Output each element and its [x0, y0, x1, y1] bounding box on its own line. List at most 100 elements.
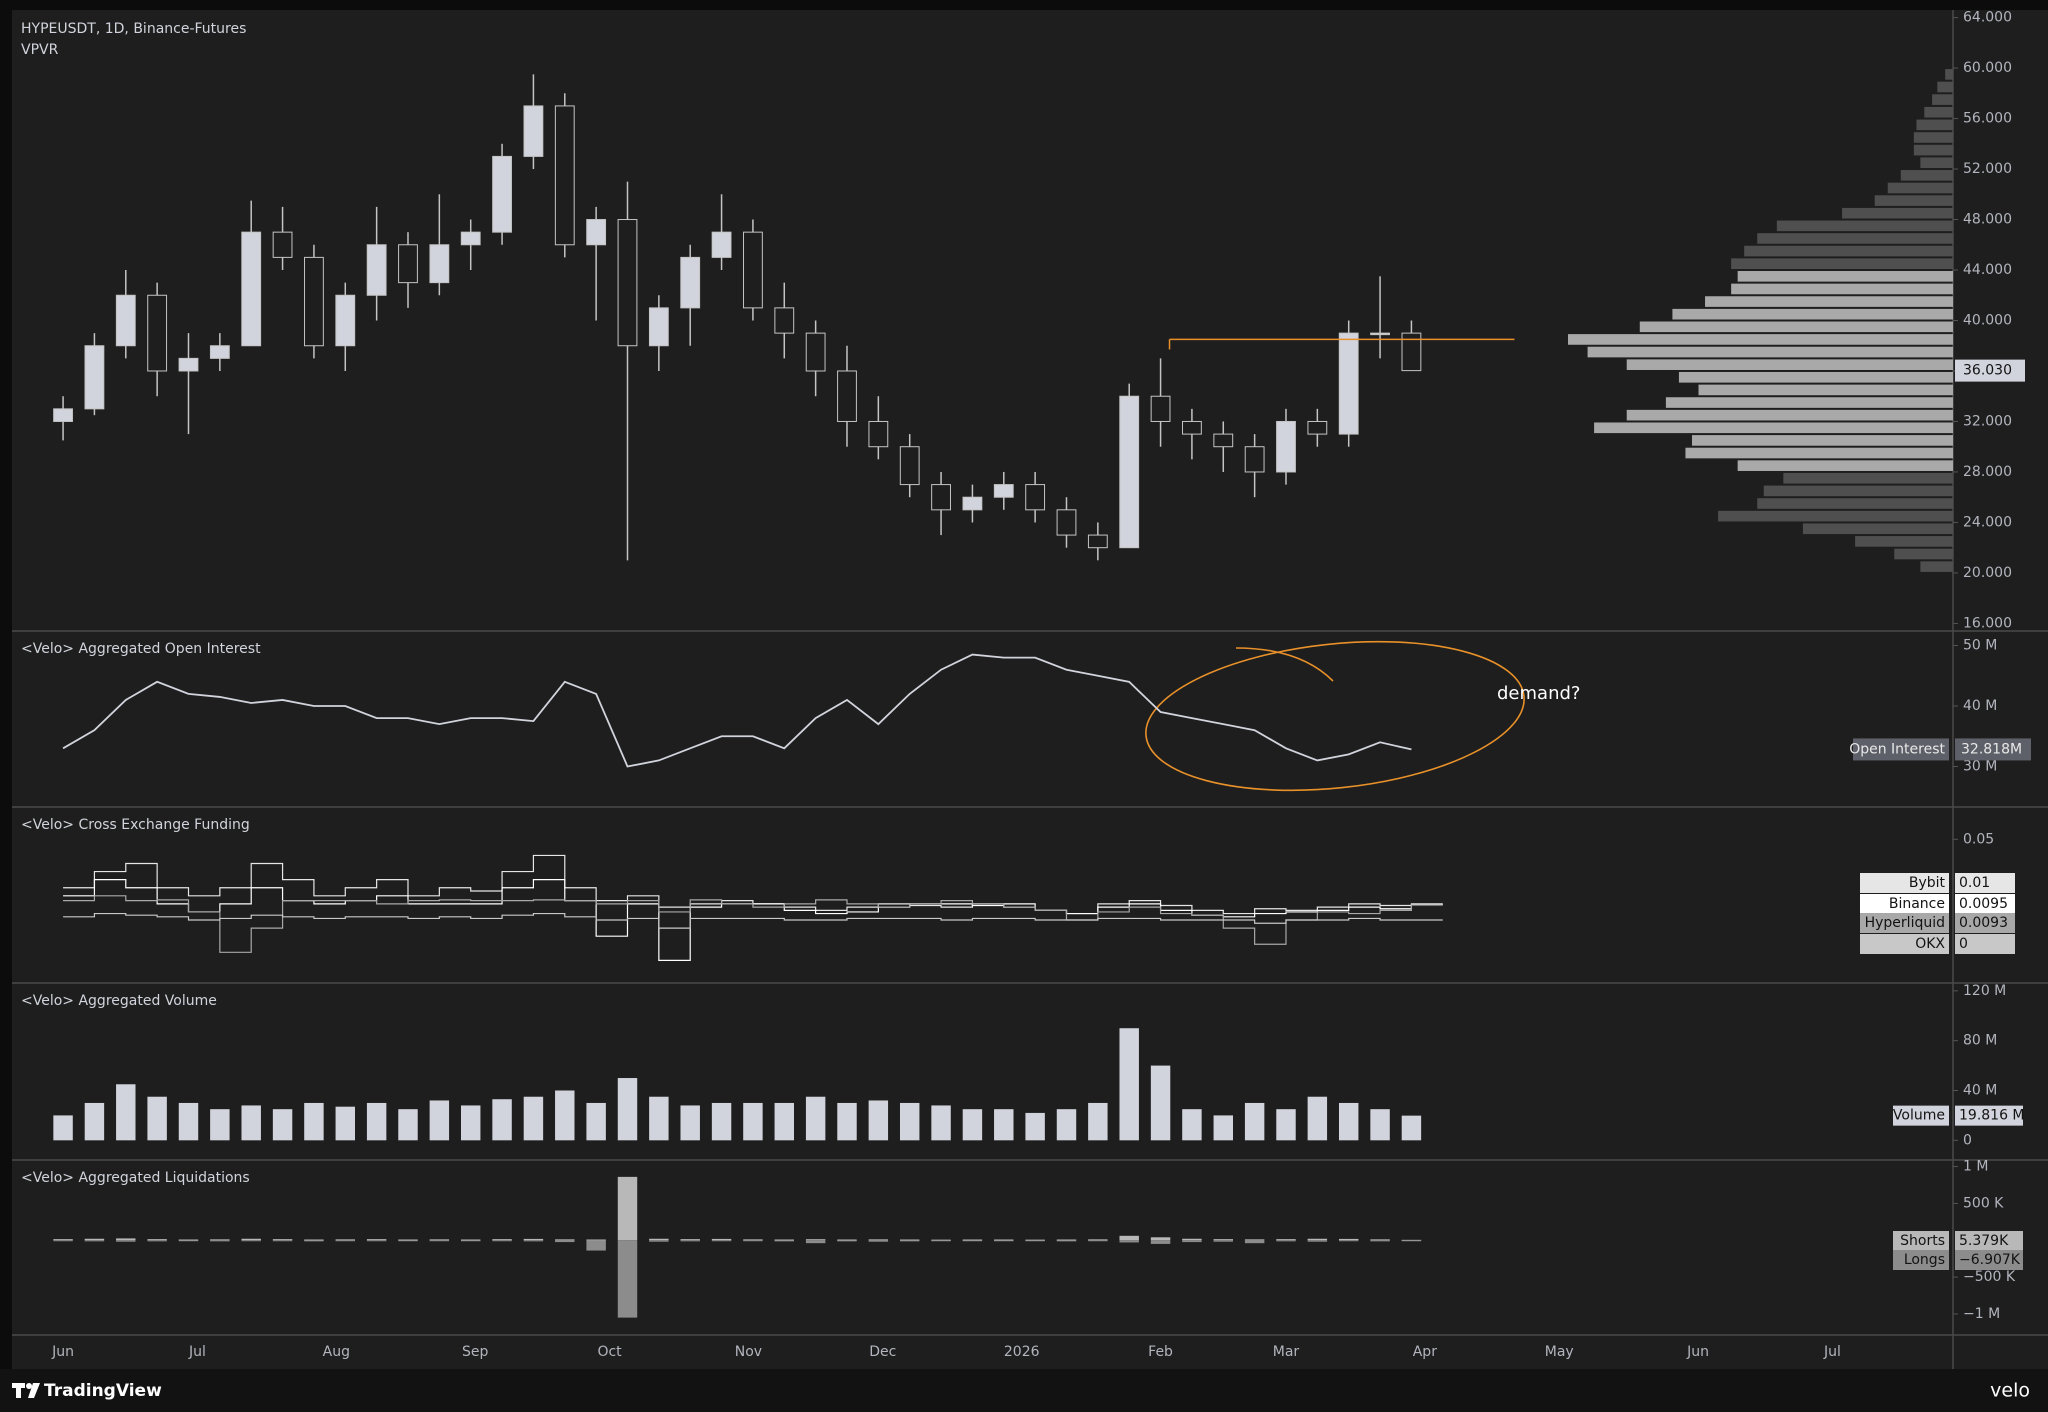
bar	[774, 1240, 794, 1242]
bar	[1276, 1240, 1296, 1242]
bar	[1401, 1240, 1422, 1242]
volume-profile-bar	[1900, 170, 1953, 181]
bar	[147, 1239, 167, 1241]
bar	[1025, 1240, 1045, 1242]
bar	[555, 1090, 575, 1141]
logo-part	[26, 1383, 32, 1389]
x-tick-label: Jul	[1823, 1344, 1841, 1360]
bar	[1182, 1109, 1202, 1141]
bar	[868, 1240, 889, 1242]
y-tick-label: 120 M	[1963, 983, 2006, 999]
bar	[743, 1102, 763, 1141]
bar	[492, 1239, 512, 1241]
y-tick-label: 44.000	[1963, 262, 2012, 278]
bar	[1025, 1112, 1045, 1141]
bar	[1056, 1240, 1077, 1242]
bar	[398, 1240, 418, 1242]
x-tick-label: Dec	[869, 1344, 896, 1360]
bar	[272, 1109, 293, 1141]
legend-name-box	[1860, 873, 1949, 893]
volume-profile-bar	[1685, 447, 1953, 459]
bar	[1213, 1239, 1233, 1241]
y-tick-label: 60.000	[1963, 60, 2012, 76]
bar	[743, 1239, 763, 1241]
candle-body	[1087, 534, 1108, 549]
last-value-label: 19.816 M	[1959, 1108, 2025, 1124]
candle-body	[1182, 420, 1202, 435]
bar	[649, 1238, 669, 1241]
bar	[429, 1100, 450, 1141]
pane-title: <Velo> Aggregated Open Interest	[21, 641, 261, 657]
candle-body	[178, 357, 199, 372]
volume-profile-bar	[1718, 510, 1953, 522]
volume-profile-bar	[1874, 195, 1953, 206]
x-tick-label: Jun	[51, 1344, 74, 1360]
legend-name-box	[1893, 1105, 1949, 1126]
candle-body	[492, 155, 512, 233]
legend-value: 0.0095	[1959, 896, 2008, 912]
bar	[398, 1109, 418, 1141]
legend-name-box	[1853, 738, 1949, 761]
bar	[116, 1084, 136, 1141]
volume-profile-bar	[1678, 371, 1953, 383]
candle-body	[774, 307, 795, 334]
candle-body	[115, 294, 136, 347]
x-tick-label: Oct	[597, 1344, 622, 1360]
logo-part	[28, 1383, 40, 1398]
bar	[1150, 1237, 1171, 1241]
bar	[899, 1102, 920, 1141]
last-price-label: 36.030	[1963, 363, 2012, 379]
volume-profile-bar	[1757, 498, 1953, 509]
bar	[774, 1102, 794, 1141]
chart-background	[12, 10, 2048, 1369]
bar	[617, 1176, 638, 1241]
bar	[931, 1239, 951, 1241]
bar	[931, 1240, 951, 1242]
volume-profile-bar	[1731, 258, 1953, 270]
last-price-box	[1955, 359, 2025, 382]
y-tick-label: 0	[1963, 1132, 1972, 1148]
bar	[1401, 1115, 1422, 1141]
candle-body	[899, 446, 920, 486]
candle-body	[1307, 420, 1328, 435]
bar	[680, 1239, 700, 1241]
volume-profile-bar	[1691, 435, 1953, 446]
bar	[398, 1239, 418, 1241]
funding-line	[63, 912, 1443, 929]
y-tick-label: −500 K	[1963, 1269, 2016, 1285]
candle-body	[711, 231, 732, 258]
legend-value: 0.0093	[1959, 915, 2008, 931]
legend-value-box	[1955, 894, 2015, 914]
chart-title: HYPEUSDT, 1D, Binance-Futures	[21, 21, 246, 37]
legend-value-box	[1955, 934, 2015, 954]
bar	[460, 1240, 481, 1242]
bar	[1213, 1115, 1233, 1141]
candle-body	[366, 244, 387, 296]
legend-name: OKX	[1915, 936, 1945, 952]
candle-body	[1401, 332, 1422, 372]
candle-body	[1119, 395, 1140, 549]
bar	[962, 1109, 983, 1141]
legend-name: Binance	[1889, 896, 1945, 912]
legend-value: 0	[1959, 936, 1968, 952]
legend-name: Volume	[1893, 1108, 1945, 1124]
volume-profile-bar	[1587, 346, 1953, 358]
legend-name: Shorts	[1900, 1233, 1945, 1249]
candle-body	[209, 345, 230, 359]
y-tick-label: 56.000	[1963, 111, 2012, 127]
bar	[178, 1240, 199, 1242]
annotation-text: demand?	[1497, 683, 1580, 704]
volume-profile-bar	[1924, 106, 1953, 118]
volume-profile-bar	[1757, 233, 1953, 244]
bar	[586, 1239, 606, 1241]
candle-body	[617, 219, 638, 347]
bar	[1370, 1109, 1390, 1141]
bar	[1307, 1238, 1328, 1241]
bar	[868, 1239, 889, 1241]
last-value-label: −6.907K	[1959, 1252, 2021, 1268]
candle-body	[868, 420, 889, 448]
pane-title: <Velo> Cross Exchange Funding	[21, 817, 250, 833]
bar	[649, 1240, 669, 1242]
candle-body	[53, 408, 73, 422]
